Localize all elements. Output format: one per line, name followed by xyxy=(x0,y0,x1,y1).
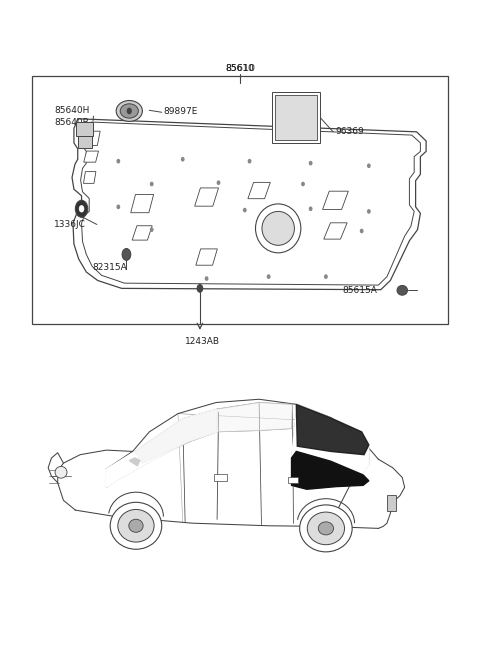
Circle shape xyxy=(368,210,370,213)
Circle shape xyxy=(360,229,363,233)
Circle shape xyxy=(302,182,304,185)
Circle shape xyxy=(127,108,131,113)
Polygon shape xyxy=(131,195,154,213)
Circle shape xyxy=(324,275,327,278)
Polygon shape xyxy=(296,404,369,455)
Ellipse shape xyxy=(118,510,154,542)
Ellipse shape xyxy=(307,512,345,545)
Text: 85640H: 85640H xyxy=(54,107,89,115)
Bar xyxy=(387,495,396,512)
Bar xyxy=(76,122,94,136)
Circle shape xyxy=(197,284,203,292)
Ellipse shape xyxy=(116,100,143,121)
Text: 85610: 85610 xyxy=(225,64,255,73)
Circle shape xyxy=(75,200,88,217)
Bar xyxy=(33,77,447,324)
Polygon shape xyxy=(291,404,369,489)
Bar xyxy=(276,96,317,140)
Text: 1243AB: 1243AB xyxy=(185,337,220,346)
Circle shape xyxy=(267,275,270,278)
Text: 89897E: 89897E xyxy=(164,107,198,116)
Ellipse shape xyxy=(300,505,352,552)
Ellipse shape xyxy=(55,466,67,478)
Circle shape xyxy=(310,162,312,165)
Polygon shape xyxy=(217,403,292,432)
Polygon shape xyxy=(72,119,426,290)
Text: 85610: 85610 xyxy=(226,64,254,73)
Circle shape xyxy=(205,277,208,280)
Bar xyxy=(288,477,298,483)
Ellipse shape xyxy=(255,204,301,253)
Text: 96369: 96369 xyxy=(336,127,364,136)
Polygon shape xyxy=(107,409,217,487)
Circle shape xyxy=(243,208,246,212)
Polygon shape xyxy=(82,131,100,145)
Bar xyxy=(214,474,227,481)
Circle shape xyxy=(217,181,220,184)
Circle shape xyxy=(79,206,84,212)
Ellipse shape xyxy=(318,522,334,535)
Polygon shape xyxy=(129,458,140,466)
Polygon shape xyxy=(84,151,98,162)
Circle shape xyxy=(181,158,184,161)
Circle shape xyxy=(248,160,251,163)
Circle shape xyxy=(368,164,370,168)
Text: 85615A: 85615A xyxy=(343,286,377,295)
Circle shape xyxy=(310,207,312,210)
Polygon shape xyxy=(248,182,270,198)
Ellipse shape xyxy=(129,519,143,533)
Circle shape xyxy=(117,205,120,208)
Bar xyxy=(273,92,320,143)
Circle shape xyxy=(151,228,153,231)
Ellipse shape xyxy=(120,103,138,118)
Circle shape xyxy=(122,249,131,260)
Polygon shape xyxy=(324,223,347,239)
Circle shape xyxy=(151,182,153,185)
Polygon shape xyxy=(291,451,369,489)
Polygon shape xyxy=(132,226,152,240)
Circle shape xyxy=(117,160,120,163)
Bar xyxy=(78,136,92,148)
Text: 82315A: 82315A xyxy=(92,263,127,272)
Ellipse shape xyxy=(397,286,408,295)
Polygon shape xyxy=(196,249,217,265)
Text: 1336JC: 1336JC xyxy=(54,220,86,229)
Polygon shape xyxy=(323,191,348,210)
Polygon shape xyxy=(84,172,96,183)
Text: 85640B: 85640B xyxy=(54,117,89,126)
Polygon shape xyxy=(135,409,217,463)
Ellipse shape xyxy=(110,502,162,550)
Polygon shape xyxy=(195,188,218,206)
Ellipse shape xyxy=(262,212,294,246)
